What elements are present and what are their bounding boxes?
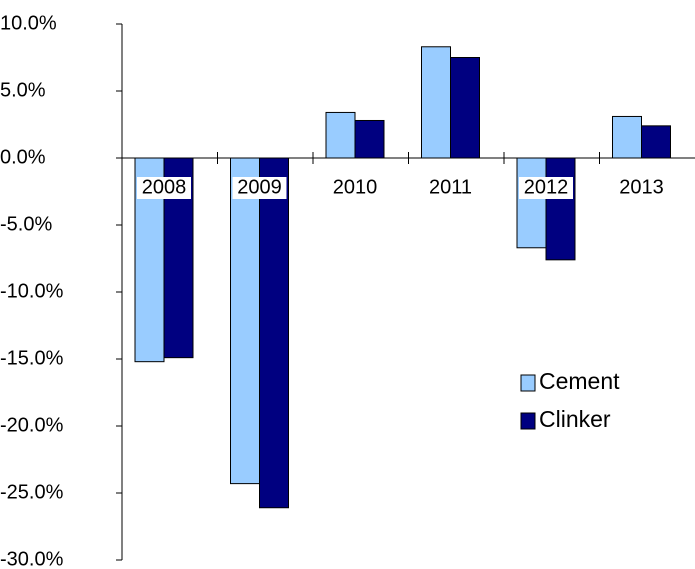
y-tick-label: -20.0% bbox=[0, 414, 64, 436]
x-tick-label: 2013 bbox=[619, 176, 664, 198]
x-label-bg bbox=[519, 177, 573, 199]
bar bbox=[641, 125, 671, 159]
x-label-bg bbox=[423, 177, 478, 199]
legend-swatch bbox=[520, 412, 536, 430]
bar bbox=[450, 57, 480, 159]
y-tick-label: 10.0% bbox=[0, 12, 57, 34]
y-tick-label: -5.0% bbox=[0, 213, 52, 235]
legend-label: Clinker bbox=[539, 406, 611, 432]
y-tick-label: 0.0% bbox=[0, 146, 46, 168]
x-tick-label: 2008 bbox=[142, 176, 187, 198]
x-tick-label: 2012 bbox=[524, 176, 569, 198]
y-tick-label: -25.0% bbox=[0, 481, 64, 503]
x-label-bg bbox=[614, 177, 669, 199]
y-tick-label: -30.0% bbox=[0, 548, 64, 569]
bar bbox=[421, 46, 451, 159]
bar bbox=[259, 157, 289, 509]
y-tick-label: -15.0% bbox=[0, 347, 64, 369]
bar bbox=[230, 157, 260, 485]
x-tick-label: 2009 bbox=[237, 176, 282, 198]
legend-label: Cement bbox=[539, 368, 620, 394]
y-tick-label: -10.0% bbox=[0, 280, 64, 302]
bar bbox=[354, 119, 385, 159]
y-tick-label: 5.0% bbox=[0, 79, 46, 101]
x-tick-label: 2011 bbox=[429, 176, 472, 198]
bar bbox=[516, 157, 547, 249]
legend-swatch bbox=[520, 374, 536, 392]
bar bbox=[545, 157, 576, 261]
x-label-bg bbox=[328, 177, 382, 199]
bar bbox=[325, 111, 356, 159]
x-label-bg bbox=[137, 177, 191, 199]
bar bbox=[612, 115, 642, 159]
x-label-bg bbox=[232, 177, 287, 199]
x-tick-label: 2010 bbox=[333, 176, 378, 198]
